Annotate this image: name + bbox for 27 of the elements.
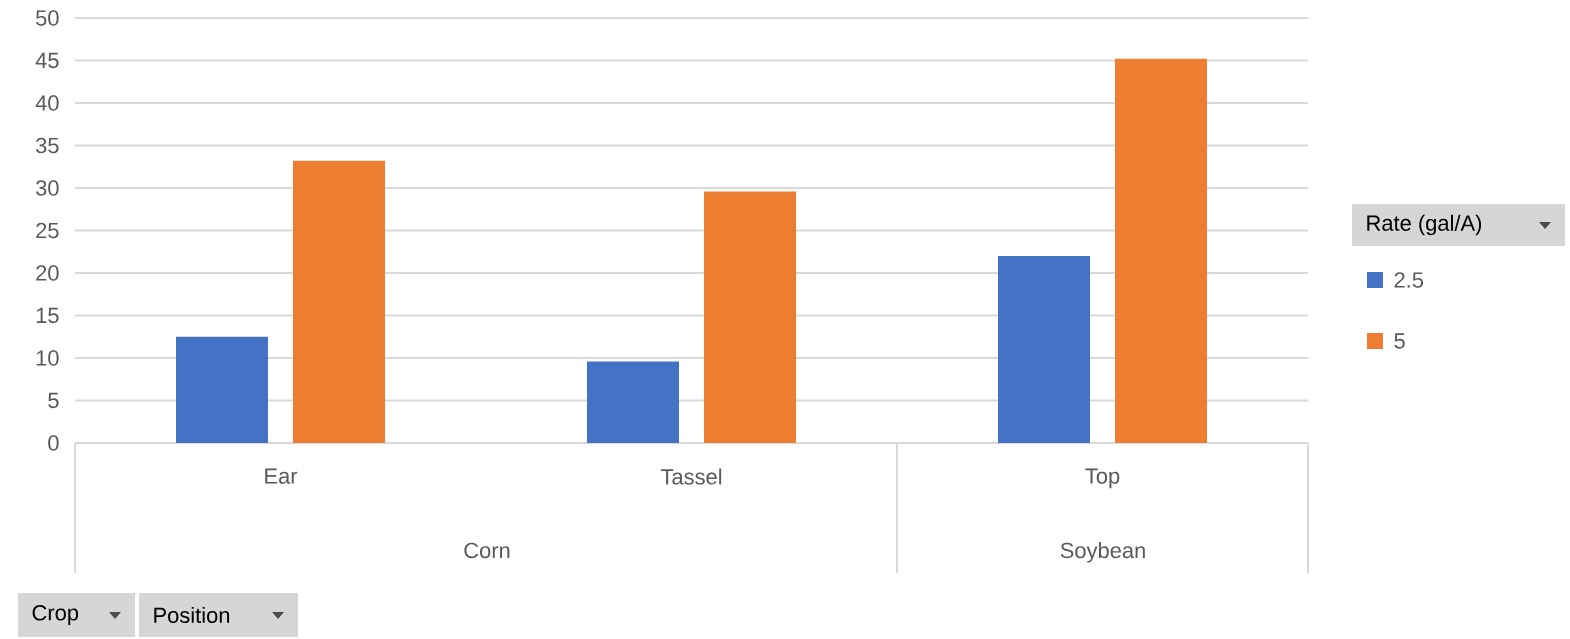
y-tick-label: 50 (36, 10, 59, 26)
y-tick-label: 40 (35, 95, 59, 111)
y-tick-label: 25 (36, 222, 59, 239)
text: Soybean (1060, 542, 1145, 563)
y-tick-label: 15 (36, 307, 59, 324)
x-tick-label: Top (1085, 468, 1120, 489)
text: Position (154, 606, 230, 624)
x-tick-label: Ear (265, 468, 298, 484)
text: Crop (32, 605, 79, 625)
y-tick-label: 45 (35, 52, 59, 69)
y-tick-label: 20 (36, 265, 59, 281)
bar (176, 336, 269, 443)
x-tick-label: Tassel (660, 468, 722, 485)
legend-label: 5 (1394, 333, 1405, 349)
y-tick-label: 30 (35, 180, 59, 196)
y-tick-label: 10 (36, 350, 59, 366)
y-tick-label: 35 (35, 137, 59, 154)
y-tick-label: 0 (48, 435, 59, 451)
legend-title: Rate (gal/A) (1367, 214, 1482, 236)
bar (587, 361, 680, 443)
bar (293, 160, 386, 443)
bar (1115, 58, 1208, 443)
y-tick-label: 5 (48, 392, 59, 409)
text: Corn (464, 542, 510, 559)
bar (704, 191, 797, 443)
bar (998, 256, 1091, 443)
legend-label: 2.5 (1394, 272, 1424, 288)
